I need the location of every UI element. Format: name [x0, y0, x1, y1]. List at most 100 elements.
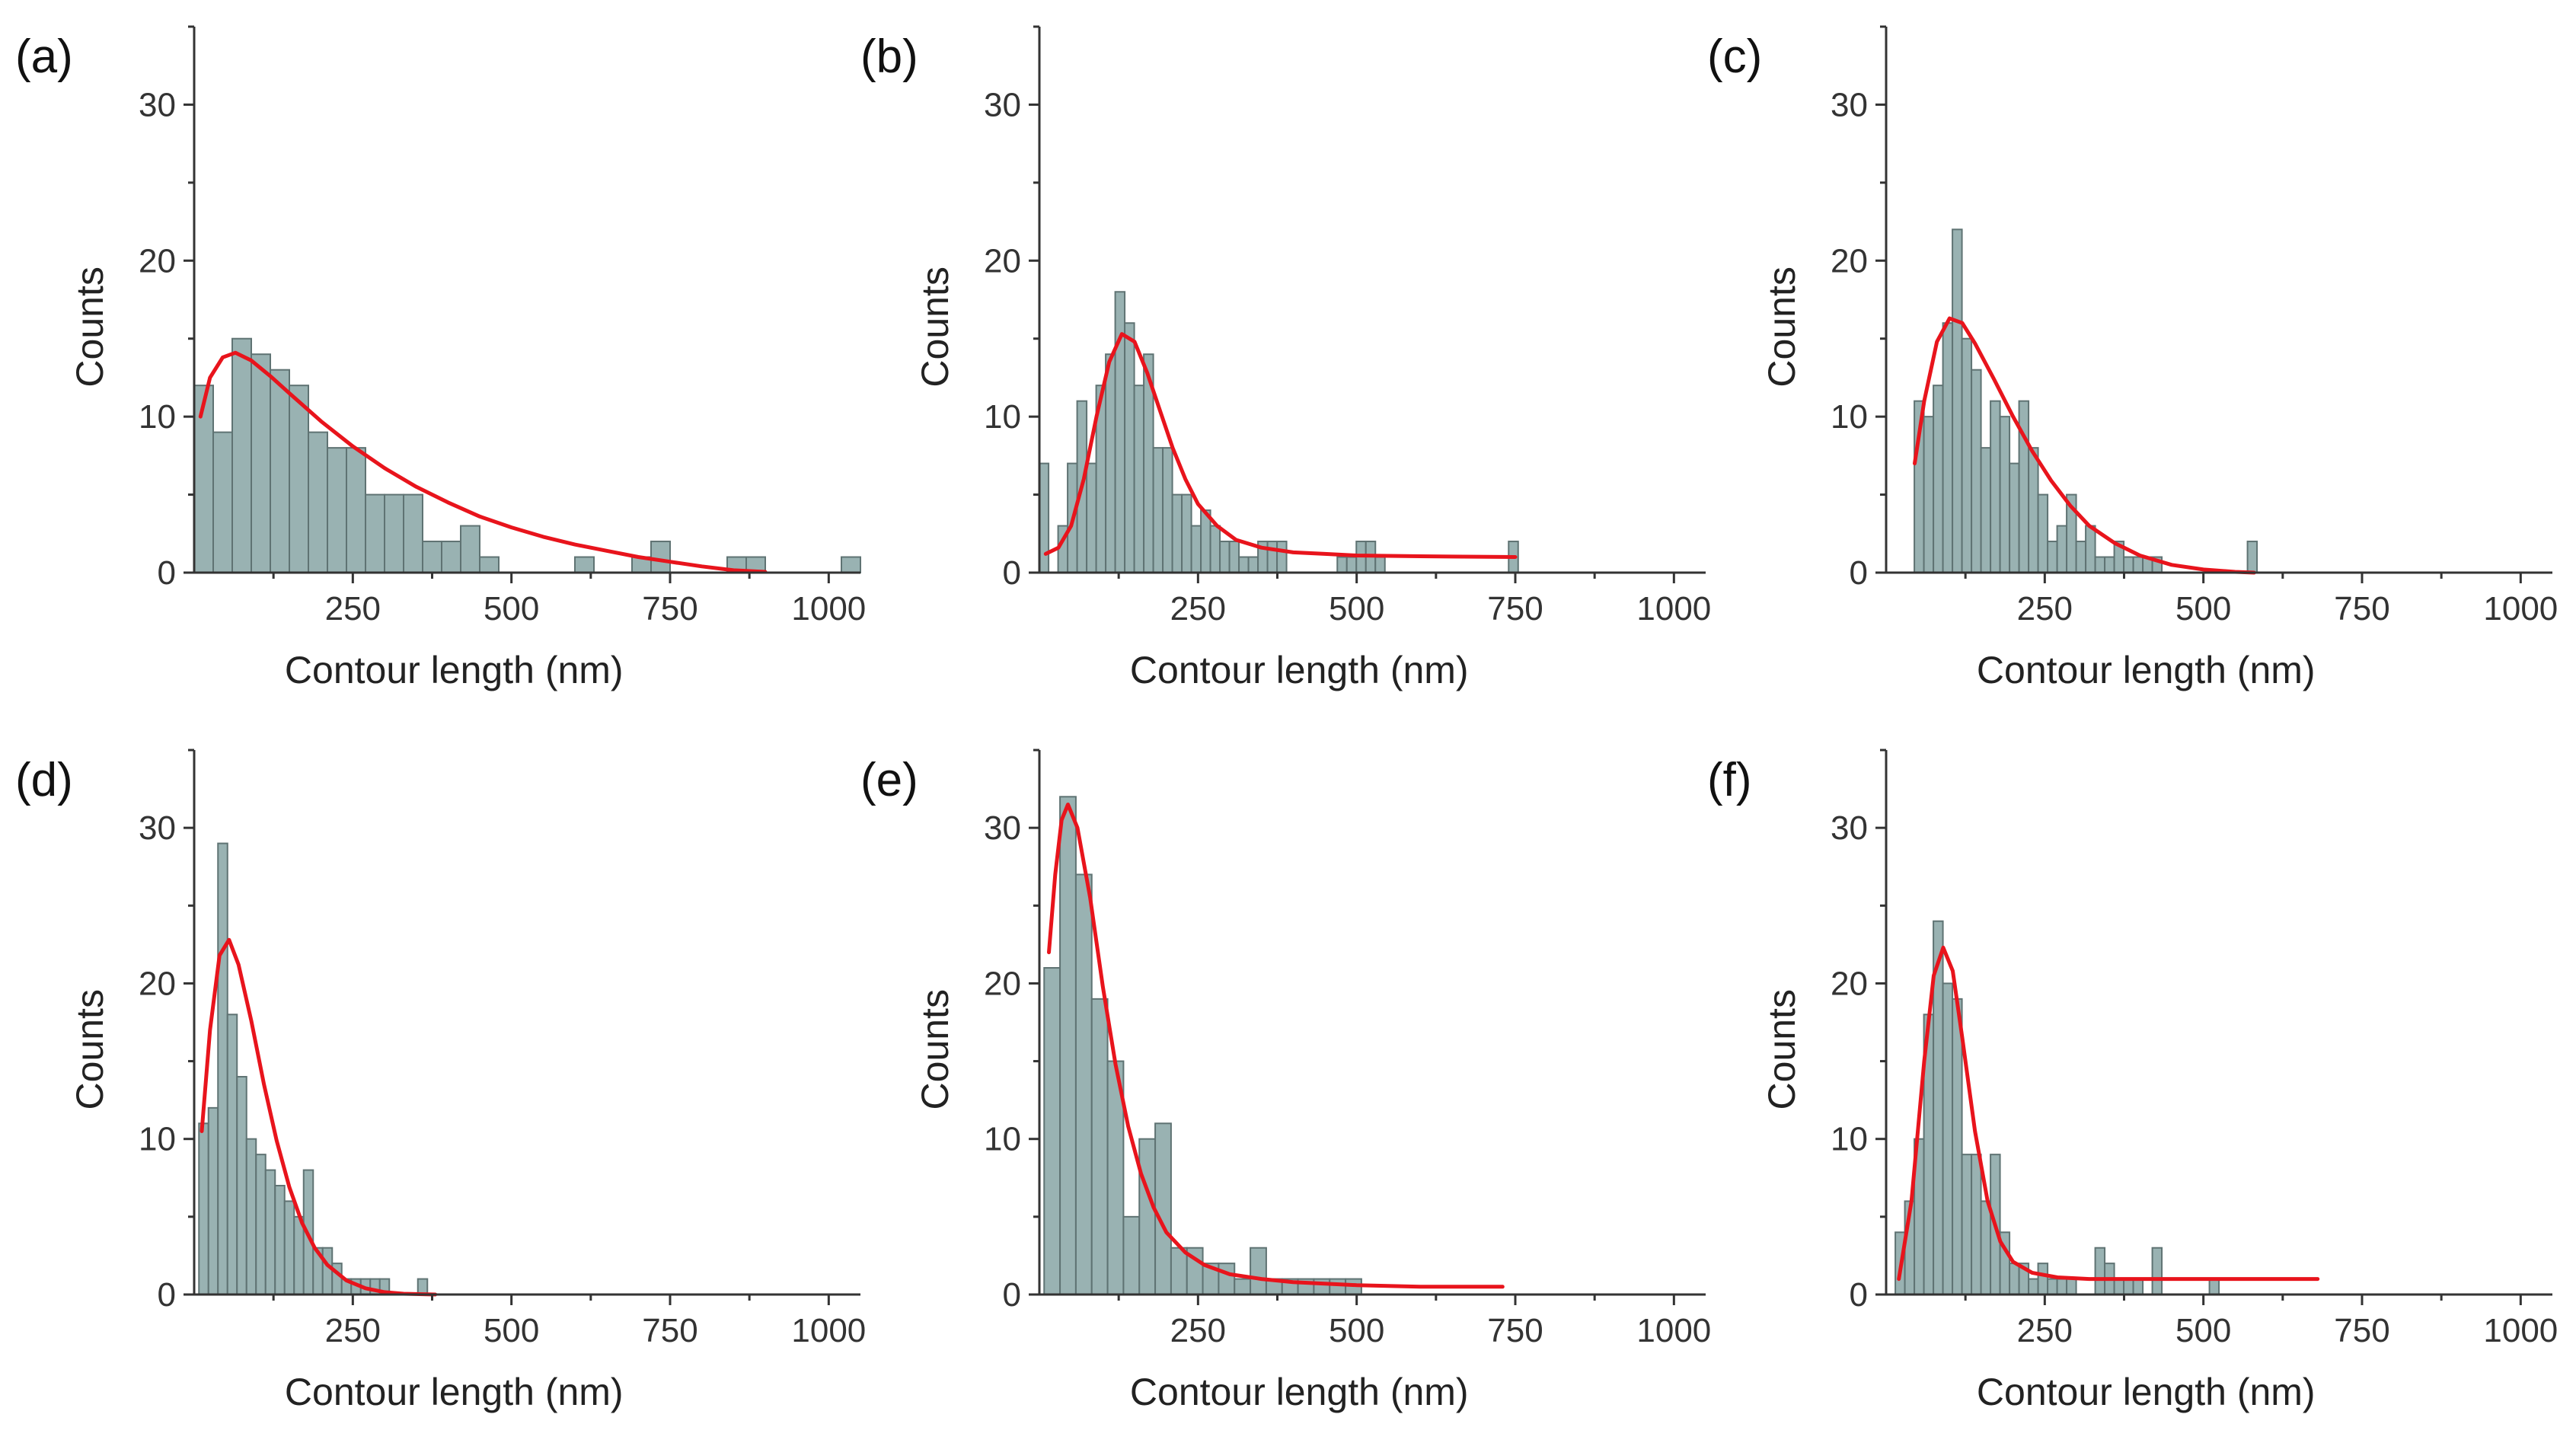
histogram-bar	[460, 525, 480, 573]
histogram-bar	[1961, 1154, 1973, 1295]
histogram-bar	[2113, 1278, 2125, 1295]
histogram-bar	[1090, 998, 1109, 1296]
x-tick-label: 1000	[1636, 590, 1711, 627]
histogram-bar	[236, 1076, 247, 1295]
x-axis-title: Contour length (nm)	[1130, 1371, 1469, 1413]
histogram-bar	[245, 1138, 257, 1295]
histogram-bar	[1209, 525, 1221, 573]
histogram-bar	[1170, 1247, 1188, 1295]
x-tick-label: 750	[2334, 1312, 2389, 1349]
x-tick-label: 750	[642, 590, 697, 627]
histogram-bar	[1329, 1278, 1347, 1295]
histogram-bar	[1980, 1200, 1992, 1296]
histogram-bar	[1124, 322, 1135, 573]
histogram-bar	[1313, 1278, 1331, 1295]
chart-panel-d: 0 10 20 30 250 500 750 1000 Contour length (nm) C…	[15, 749, 866, 1413]
histogram-bar	[289, 385, 309, 573]
y-tick-label: 0	[1850, 1276, 1868, 1314]
x-axis-title: Contour length (nm)	[1977, 649, 2316, 691]
histogram-bar	[1152, 447, 1164, 573]
x-tick-label: 250	[2017, 1312, 2073, 1349]
histogram-bar	[650, 541, 671, 573]
y-tick-label: 20	[139, 965, 176, 1002]
histogram-bar	[2132, 556, 2144, 573]
histogram-bar	[1266, 541, 1278, 573]
histogram-bar	[2047, 541, 2058, 573]
y-axis-title: Counts	[914, 267, 956, 387]
y-axis-title: Counts	[914, 989, 956, 1109]
histogram-bar	[1971, 369, 1982, 573]
fit-curve-line	[200, 937, 438, 1297]
x-tick-label: 1000	[2483, 590, 2558, 627]
histogram-bar	[1971, 1154, 1982, 1295]
y-axis-title: Counts	[1760, 267, 1803, 387]
panel-label: (f)	[1707, 754, 1752, 806]
y-tick-label: 30	[1831, 86, 1868, 123]
x-axis-title: Contour length (nm)	[1977, 1371, 2316, 1413]
histogram-bar	[270, 369, 290, 573]
panel-label: (a)	[15, 30, 73, 83]
histogram-bar	[1336, 556, 1348, 573]
histogram-bar	[264, 1169, 276, 1295]
histogram-bar	[1980, 447, 1992, 573]
histogram-bar	[1181, 493, 1192, 573]
histogram-bar	[308, 431, 328, 574]
histogram-bar	[1374, 556, 1386, 573]
histogram-bar	[441, 541, 461, 573]
histogram-bar	[1105, 353, 1116, 573]
histogram-bar	[2246, 541, 2258, 573]
y-tick-label: 20	[1831, 242, 1868, 279]
histogram-bar	[2104, 556, 2115, 573]
histogram-bars	[1038, 291, 1519, 574]
x-tick-label: 500	[484, 590, 539, 627]
x-tick-label: 250	[2017, 590, 2073, 627]
histogram-bar	[226, 1014, 238, 1296]
y-tick-label: 30	[984, 809, 1021, 847]
y-tick-label: 20	[984, 965, 1021, 1002]
histogram-bar	[2094, 556, 2106, 573]
y-tick-label: 0	[1003, 1276, 1021, 1314]
histogram-bar	[1219, 541, 1231, 573]
histogram-bar	[2009, 1263, 2020, 1295]
histogram-bar	[283, 1200, 295, 1296]
panel-label: (c)	[1707, 30, 1762, 83]
histogram-bar	[2056, 1278, 2068, 1295]
histogram-bar	[1345, 556, 1358, 573]
y-tick-label: 30	[984, 86, 1021, 123]
x-tick-label: 250	[1170, 1312, 1226, 1349]
histogram-bar	[1133, 385, 1145, 573]
y-tick-label: 20	[1831, 965, 1868, 1002]
chart-panel-f: 0 10 20 30 250 500 750 1000 Contour length (nm) C…	[1707, 749, 2558, 1413]
histogram-bar	[251, 353, 271, 573]
histogram-bar	[1952, 998, 1963, 1296]
x-tick-label: 750	[1487, 1312, 1543, 1349]
y-tick-label: 0	[1003, 554, 1021, 592]
y-tick-label: 10	[984, 398, 1021, 436]
x-axis-title: Contour length (nm)	[1130, 649, 1469, 691]
y-tick-label: 10	[984, 1121, 1021, 1158]
x-tick-label: 500	[1329, 1312, 1384, 1349]
y-tick-label: 0	[158, 554, 176, 592]
histogram-bar	[1961, 337, 1973, 573]
histogram-bar	[207, 1106, 219, 1296]
histogram-bar	[1171, 493, 1183, 573]
panel-label: (d)	[15, 754, 73, 806]
histogram-bar	[274, 1185, 286, 1295]
x-axis-title: Contour length (nm)	[285, 649, 624, 691]
histogram-bar	[2123, 1278, 2134, 1295]
histogram-bar	[403, 493, 423, 573]
y-axis-title: Counts	[1760, 989, 1803, 1109]
histogram-bar	[2009, 462, 2020, 573]
x-tick-label: 750	[1487, 590, 1543, 627]
histogram-bar	[217, 842, 228, 1295]
x-tick-label: 1000	[1636, 1312, 1711, 1349]
y-tick-label: 30	[1831, 809, 1868, 847]
histogram-bar	[2085, 525, 2096, 573]
histogram-bar	[1074, 873, 1093, 1295]
y-tick-label: 10	[1831, 1121, 1868, 1158]
histogram-bar	[2037, 493, 2049, 573]
x-tick-label: 1000	[791, 590, 866, 627]
fit-curve-line	[1897, 945, 2320, 1282]
histogram-bar	[321, 1247, 334, 1295]
